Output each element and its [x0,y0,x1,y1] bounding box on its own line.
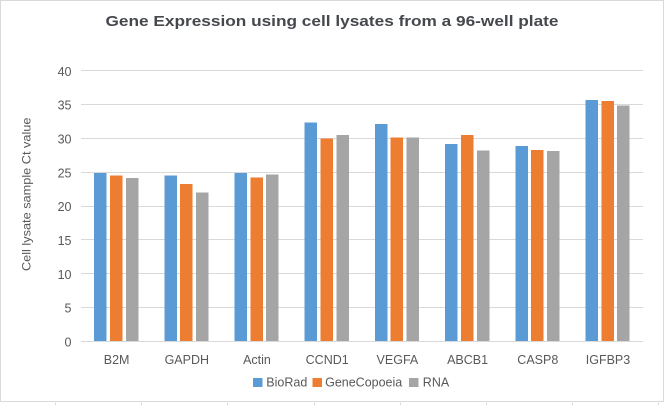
svg-text:RNA: RNA [423,376,450,390]
svg-text:35: 35 [58,99,72,113]
svg-text:10: 10 [58,268,72,282]
svg-text:5: 5 [65,302,72,316]
svg-text:Gene Expression using cell lys: Gene Expression using cell lysates from … [106,13,559,30]
svg-text:20: 20 [58,200,72,214]
svg-text:BioRad: BioRad [266,376,307,390]
svg-text:Actin: Actin [243,353,271,367]
svg-text:ABCB1: ABCB1 [447,353,488,367]
svg-text:VEGFA: VEGFA [377,353,419,367]
svg-text:0: 0 [65,336,72,350]
svg-text:15: 15 [58,234,72,248]
svg-text:Cell lysate sample Ct value: Cell lysate sample Ct value [20,117,34,271]
svg-text:30: 30 [58,133,72,147]
svg-text:CASP8: CASP8 [517,353,558,367]
svg-text:IGFBP3: IGFBP3 [586,353,631,367]
svg-text:GAPDH: GAPDH [165,353,209,367]
svg-text:B2M: B2M [104,353,130,367]
svg-text:25: 25 [58,166,72,180]
svg-text:40: 40 [58,65,72,79]
svg-text:GeneCopoeia: GeneCopoeia [325,376,402,390]
svg-text:CCND1: CCND1 [306,353,349,367]
